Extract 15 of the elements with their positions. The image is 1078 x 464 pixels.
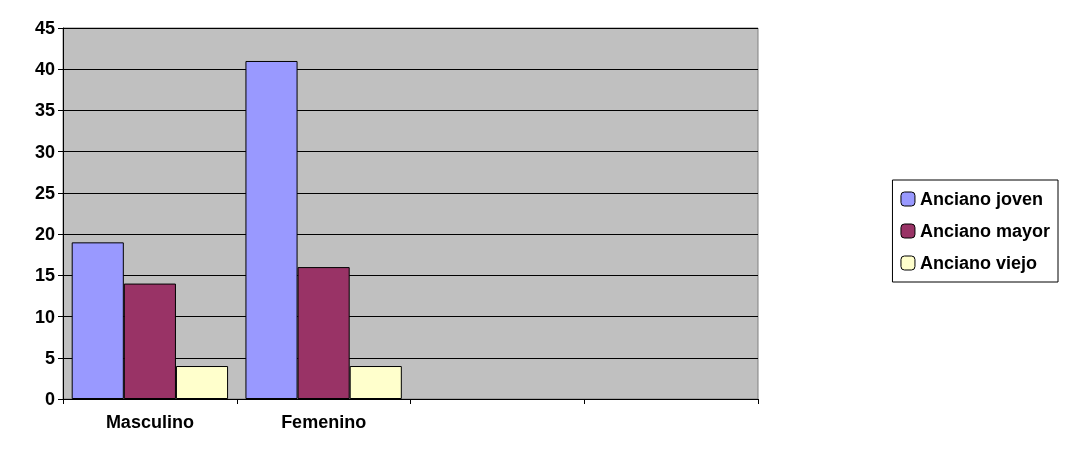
legend-label: Anciano viejo (919, 253, 1037, 273)
y-tick-label: 30 (34, 141, 55, 162)
y-tick-label: 10 (34, 306, 55, 327)
y-tick-label: 45 (34, 18, 55, 38)
y-tick-label: 40 (34, 59, 55, 80)
x-tick-label: Femenino (281, 412, 367, 432)
y-tick-label: 5 (44, 347, 55, 368)
y-tick-label: 15 (34, 265, 55, 286)
y-tick-label: 35 (34, 100, 55, 121)
y-tick-label: 20 (34, 224, 55, 245)
y-tick-label: 25 (34, 182, 55, 203)
legend-label: Anciano joven (919, 189, 1043, 209)
legend-label: Anciano mayor (919, 221, 1051, 241)
y-tick-label: 0 (44, 389, 55, 409)
x-tick-label: Masculino (105, 412, 194, 432)
